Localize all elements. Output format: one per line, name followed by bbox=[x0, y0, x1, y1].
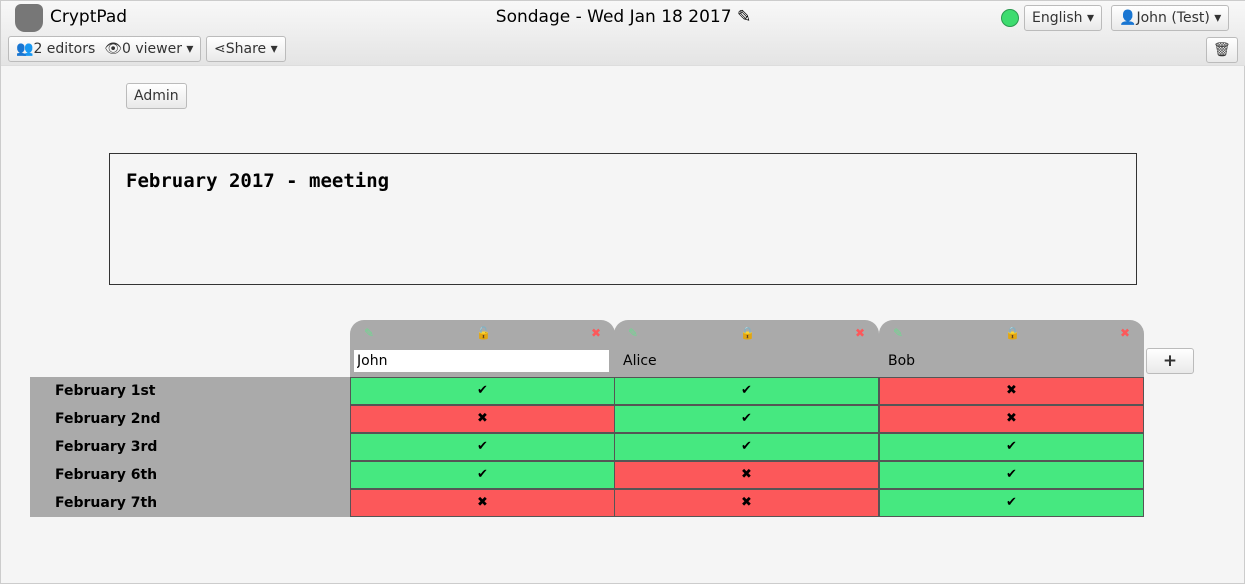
language-select[interactable]: English ▾ bbox=[1024, 5, 1103, 31]
vote-no-cell[interactable]: ✖ bbox=[614, 461, 879, 489]
remove-column-icon[interactable]: ✖ bbox=[1119, 326, 1130, 340]
pencil-icon[interactable]: ✎ bbox=[736, 7, 752, 27]
vote-yes-cell[interactable]: ✔ bbox=[879, 433, 1144, 461]
edit-icon[interactable]: ✎ bbox=[364, 326, 375, 340]
userlist-button[interactable]: 👥2 editors 👁0 viewer ▾ bbox=[8, 36, 202, 62]
admin-button[interactable]: Admin bbox=[126, 83, 187, 109]
vote-no-cell[interactable]: ✖ bbox=[350, 489, 615, 517]
vote-yes-cell[interactable]: ✔ bbox=[614, 377, 879, 405]
edit-icon[interactable]: ✎ bbox=[893, 326, 904, 340]
connection-status-icon bbox=[1001, 9, 1019, 27]
row-label: February 6th bbox=[30, 461, 350, 489]
pad-title-header[interactable]: Sondage - Wed Jan 18 2017 ✎ bbox=[1, 7, 1245, 27]
user-icon: 👤 bbox=[1119, 10, 1137, 26]
title-text: Sondage - Wed Jan 18 2017 bbox=[495, 7, 732, 27]
column-header: ✎ 🔓 ✖ bbox=[350, 320, 615, 377]
trash-button[interactable]: 🗑 bbox=[1206, 37, 1238, 63]
toolbar: CryptPad Sondage - Wed Jan 18 2017 ✎ Eng… bbox=[1, 1, 1245, 66]
vote-no-cell[interactable]: ✖ bbox=[614, 489, 879, 517]
column-header: ✎ 🔒 ✖ Bob bbox=[879, 320, 1144, 377]
eye-icon: 👁 bbox=[104, 41, 122, 57]
row-label: February 3rd bbox=[30, 433, 350, 461]
edit-icon[interactable]: ✎ bbox=[628, 326, 639, 340]
vote-no-cell[interactable]: ✖ bbox=[350, 405, 615, 433]
users-icon: 👥 bbox=[16, 41, 34, 57]
vote-yes-cell[interactable]: ✔ bbox=[350, 377, 615, 405]
poll-title-editor[interactable]: February 2017 - meeting bbox=[109, 153, 1137, 285]
user-menu[interactable]: 👤John (Test) ▾ bbox=[1111, 5, 1230, 31]
row-label: February 1st bbox=[30, 377, 350, 405]
app-name: CryptPad bbox=[50, 7, 128, 27]
cryptpad-logo-icon bbox=[15, 4, 43, 32]
vote-yes-cell[interactable]: ✔ bbox=[879, 461, 1144, 489]
vote-no-cell[interactable]: ✖ bbox=[879, 377, 1144, 405]
vote-yes-cell[interactable]: ✔ bbox=[350, 461, 615, 489]
share-icon: ⋖ bbox=[214, 41, 226, 57]
row-label: February 2nd bbox=[30, 405, 350, 433]
vote-yes-cell[interactable]: ✔ bbox=[350, 433, 615, 461]
lock-icon[interactable]: 🔒 bbox=[740, 326, 755, 340]
remove-column-icon[interactable]: ✖ bbox=[590, 326, 601, 340]
column-header: ✎ 🔒 ✖ Alice bbox=[614, 320, 879, 377]
unlock-icon[interactable]: 🔓 bbox=[476, 326, 491, 340]
vote-yes-cell[interactable]: ✔ bbox=[879, 489, 1144, 517]
add-column-button[interactable]: + bbox=[1146, 348, 1194, 374]
share-button[interactable]: ⋖Share ▾ bbox=[206, 36, 286, 62]
vote-no-cell[interactable]: ✖ bbox=[879, 405, 1144, 433]
row-label: February 7th bbox=[30, 489, 350, 517]
column-name: Bob bbox=[888, 353, 916, 369]
lock-icon[interactable]: 🔒 bbox=[1005, 326, 1020, 340]
vote-yes-cell[interactable]: ✔ bbox=[614, 405, 879, 433]
trash-icon: 🗑 bbox=[1213, 42, 1231, 58]
remove-column-icon[interactable]: ✖ bbox=[854, 326, 865, 340]
column-name-input[interactable] bbox=[354, 350, 609, 372]
column-name: Alice bbox=[623, 353, 657, 369]
vote-yes-cell[interactable]: ✔ bbox=[614, 433, 879, 461]
